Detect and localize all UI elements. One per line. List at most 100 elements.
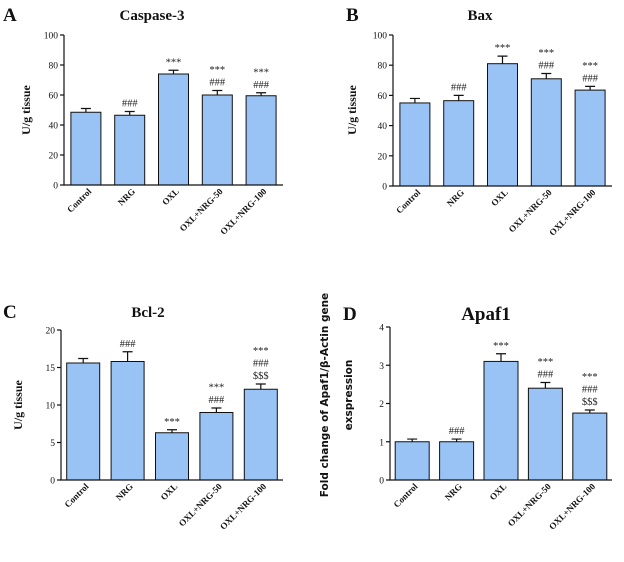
y-tick-label: 60 — [49, 92, 59, 102]
significance-mark: ### — [253, 80, 270, 91]
panel-caspase-3: A Caspase-3 U/g tissue 0 20 40 60 80 100 ### *… — [3, 5, 283, 237]
y-tick-label: 4 — [379, 324, 384, 334]
significance-mark: ### — [538, 369, 555, 380]
significance-mark: ### — [538, 61, 555, 72]
y-axis-ticks: 0 20 40 60 80 100 — [373, 32, 393, 193]
error-bar-oxl-nrg-100 — [256, 92, 267, 96]
error-bar-oxl-nrg-100 — [585, 85, 596, 91]
y-tick-label: 0 — [53, 182, 58, 192]
significance-mark: ### — [120, 339, 137, 350]
bar-oxl — [155, 432, 189, 481]
error-bars — [78, 351, 266, 433]
significance-mark: ### — [582, 385, 599, 396]
error-bar-oxl — [167, 429, 177, 433]
significance-mark: ### — [449, 426, 466, 437]
category-label-control: Control — [62, 481, 91, 510]
error-bar-nrg — [453, 94, 464, 101]
y-axis-label: Fold change of Apaf1/β-Actin gene — [319, 293, 331, 497]
bar-control — [394, 441, 430, 481]
bar-nrg — [443, 100, 475, 187]
bar-oxl — [483, 360, 519, 481]
error-bar-nrg — [122, 351, 133, 362]
error-bar-oxl-nrg-50 — [212, 89, 223, 95]
bars — [66, 361, 278, 481]
bar-oxl-nrg-50 — [530, 78, 562, 187]
y-tick-label: 40 — [378, 122, 388, 132]
bar-control — [66, 362, 101, 481]
significance-mark: ### — [209, 78, 226, 89]
y-tick-label: 0 — [50, 477, 55, 487]
significance-mark: *** — [493, 341, 509, 352]
category-label-oxl-nrg-100: OXL+NRG-100 — [218, 186, 269, 237]
significance-mark: ### — [451, 82, 468, 93]
category-label-nrg: NRG — [443, 481, 464, 502]
significance-mark: *** — [253, 346, 269, 357]
bar-oxl-nrg-50 — [199, 412, 234, 481]
y-tick-label: 20 — [46, 327, 56, 337]
significance-mark: *** — [582, 372, 598, 383]
bar-oxl-nrg-100 — [245, 95, 277, 186]
significance-mark: ### — [582, 73, 599, 84]
y-tick-label: 80 — [378, 62, 388, 72]
significance-marks: ### *** *** ### *** ### — [122, 57, 270, 109]
y-tick-label: 40 — [49, 122, 59, 132]
category-label-oxl-nrg-50: OXL+NRG-50 — [506, 481, 553, 528]
y-axis-ticks: 0 20 40 60 80 100 — [44, 32, 64, 192]
y-tick-label: 0 — [382, 183, 387, 193]
significance-mark: ### — [122, 99, 139, 110]
category-label-oxl-nrg-100: OXL+NRG-100 — [218, 481, 269, 532]
significance-mark: $$$ — [582, 397, 598, 408]
error-bar-oxl — [168, 69, 179, 74]
y-axis-label: U/g tissue — [19, 84, 33, 134]
panel-letter: A — [3, 5, 17, 26]
y-tick-label: 0 — [379, 477, 384, 487]
bars — [399, 63, 606, 187]
category-label-oxl-nrg-100: OXL+NRG-100 — [547, 481, 598, 532]
bar-oxl — [487, 63, 518, 187]
significance-mark: *** — [164, 417, 180, 428]
bar-oxl-nrg-50 — [527, 387, 563, 481]
significance-mark: *** — [495, 43, 511, 54]
significance-mark: $$$ — [253, 371, 269, 382]
category-label-control: Control — [65, 186, 94, 215]
y-axis-ticks: 0 1 2 3 4 — [379, 324, 390, 487]
category-label-oxl: OXL — [160, 186, 181, 207]
chart-title: Bax — [467, 8, 493, 24]
axes — [60, 330, 283, 481]
significance-marks: ###******###***###$$$ — [449, 341, 599, 437]
error-bar-nrg — [451, 438, 462, 442]
significance-mark: *** — [166, 57, 182, 68]
category-label-oxl: OXL — [159, 481, 180, 502]
error-bar-oxl — [496, 353, 506, 362]
panel-apaf1: D Apaf1 Fold change of Apaf1/β-Actin gen… — [319, 293, 612, 532]
significance-marks: ###******###***###$$$ — [120, 339, 270, 428]
axes — [392, 35, 612, 187]
y-axis-label: U/g tissue — [345, 84, 359, 134]
chart-title: Caspase-3 — [119, 8, 184, 24]
error-bar-control — [80, 107, 91, 113]
category-label-oxl: OXL — [489, 187, 510, 208]
error-bar-oxl — [497, 55, 508, 64]
error-bars — [409, 55, 596, 103]
error-bar-oxl-nrg-50 — [211, 407, 222, 413]
chart-title: Apaf1 — [461, 304, 511, 325]
significance-mark: *** — [253, 67, 269, 78]
y-tick-label: 1 — [379, 438, 384, 448]
axes — [63, 35, 283, 186]
error-bar-control — [78, 357, 89, 363]
bar-oxl-nrg-100 — [572, 412, 608, 481]
bar-nrg — [439, 441, 475, 481]
y-tick-label: 20 — [378, 152, 388, 162]
bar-control — [70, 111, 102, 186]
y-tick-label: 20 — [49, 152, 59, 162]
error-bars — [407, 353, 595, 442]
category-label-oxl-nrg-50: OXL+NRG-50 — [507, 187, 554, 234]
significance-mark: *** — [538, 48, 554, 59]
y-tick-label: 60 — [378, 92, 388, 102]
axes — [389, 327, 612, 481]
bar-control — [399, 102, 431, 187]
